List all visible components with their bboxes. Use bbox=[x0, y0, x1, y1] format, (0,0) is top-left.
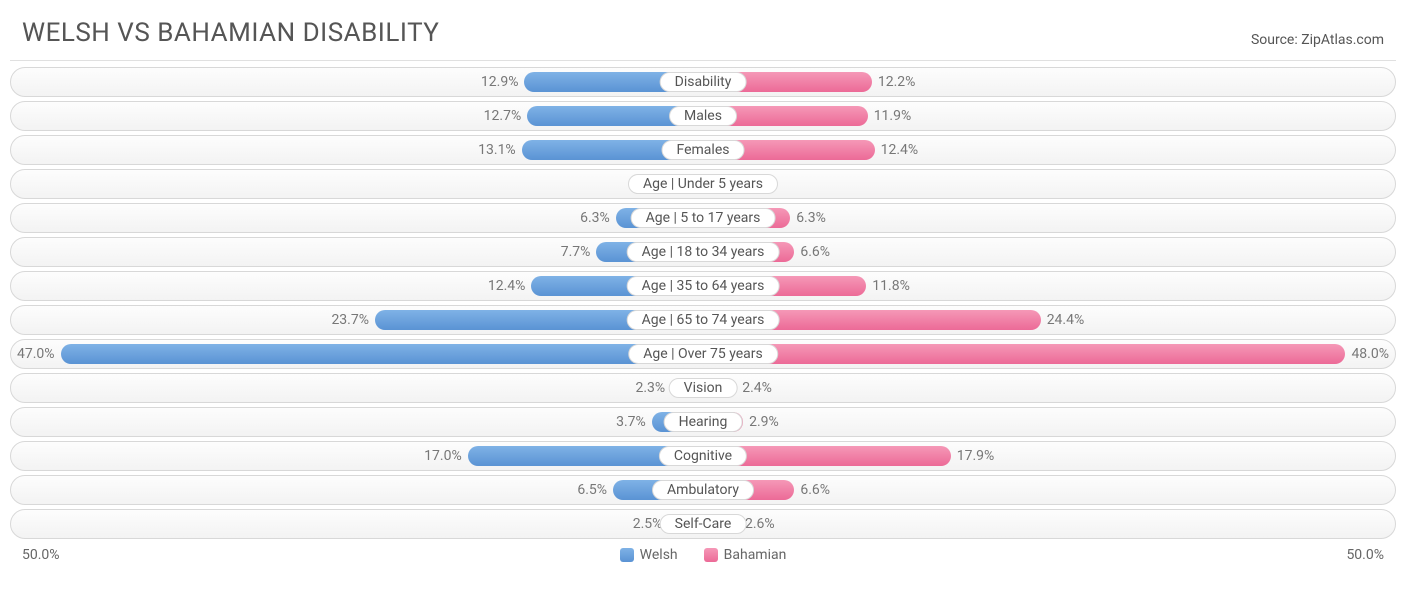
value-left: 12.7% bbox=[478, 108, 528, 124]
category-label: Age | 65 to 74 years bbox=[627, 310, 780, 330]
data-row: 13.1% 12.4% Females bbox=[10, 135, 1396, 165]
value-left: 7.7% bbox=[555, 244, 597, 260]
row-left: 12.9% bbox=[11, 68, 703, 96]
value-left: 6.5% bbox=[571, 482, 613, 498]
value-left: 6.3% bbox=[574, 210, 616, 226]
row-left: 23.7% bbox=[11, 306, 703, 334]
legend-label-right: Bahamian bbox=[724, 547, 787, 563]
chart-header: WELSH VS BAHAMIAN DISABILITY Source: Zip… bbox=[0, 0, 1406, 56]
value-left: 3.7% bbox=[610, 414, 652, 430]
legend: Welsh Bahamian bbox=[620, 547, 787, 563]
data-row: 2.3% 2.4%Vision bbox=[10, 373, 1396, 403]
value-right: 2.9% bbox=[743, 414, 785, 430]
row-right: 6.6% bbox=[703, 476, 1395, 504]
category-label: Age | Under 5 years bbox=[628, 174, 778, 194]
value-left: 13.1% bbox=[472, 142, 522, 158]
category-label: Age | 18 to 34 years bbox=[627, 242, 780, 262]
row-right: 2.9% bbox=[703, 408, 1395, 436]
row-right: 11.8% bbox=[703, 272, 1395, 300]
category-label: Age | 5 to 17 years bbox=[631, 208, 776, 228]
row-left: 6.5% bbox=[11, 476, 703, 504]
data-row: 2.5%2.6%Self-Care bbox=[10, 509, 1396, 539]
row-right: 48.0% bbox=[703, 340, 1395, 368]
legend-item-left: Welsh bbox=[620, 547, 678, 563]
value-right: 24.4% bbox=[1041, 312, 1091, 328]
bar-left bbox=[61, 344, 703, 364]
value-right: 6.3% bbox=[790, 210, 832, 226]
legend-swatch-right bbox=[704, 548, 718, 562]
row-right: 12.4% bbox=[703, 136, 1395, 164]
category-label: Vision bbox=[669, 378, 738, 398]
legend-item-right: Bahamian bbox=[704, 547, 787, 563]
data-row: 17.0% 17.9% Cognitive bbox=[10, 441, 1396, 471]
divider bbox=[10, 60, 1396, 61]
row-left: 1.6% bbox=[11, 170, 703, 198]
legend-label-left: Welsh bbox=[640, 547, 678, 563]
axis-right-max: 50.0% bbox=[1346, 547, 1384, 563]
value-right: 12.4% bbox=[875, 142, 925, 158]
legend-swatch-left bbox=[620, 548, 634, 562]
row-right: 6.3% bbox=[703, 204, 1395, 232]
row-left: 17.0% bbox=[11, 442, 703, 470]
chart-title: WELSH VS BAHAMIAN DISABILITY bbox=[22, 18, 439, 48]
value-right: 11.8% bbox=[866, 278, 916, 294]
row-right: 6.6% bbox=[703, 238, 1395, 266]
category-label: Females bbox=[662, 140, 745, 160]
row-left: 6.3% bbox=[11, 204, 703, 232]
category-label: Ambulatory bbox=[652, 480, 754, 500]
category-label: Self-Care bbox=[660, 514, 747, 534]
row-left: 7.7% bbox=[11, 238, 703, 266]
row-left: 12.4% bbox=[11, 272, 703, 300]
butterfly-chart: 12.9% 12.2% Disability 12.7% 11.9% Males 13.1%… bbox=[0, 67, 1406, 539]
chart-footer: 50.0% Welsh Bahamian 50.0% bbox=[0, 543, 1406, 573]
value-right: 6.6% bbox=[794, 244, 836, 260]
row-right: 12.2% bbox=[703, 68, 1395, 96]
value-right: 11.9% bbox=[868, 108, 918, 124]
data-row: 6.3% 6.3% Age | 5 to 17 years bbox=[10, 203, 1396, 233]
row-left: 2.5% bbox=[11, 510, 703, 538]
value-left: 12.4% bbox=[482, 278, 532, 294]
data-row: 1.6%1.3%Age | Under 5 years bbox=[10, 169, 1396, 199]
row-left: 12.7% bbox=[11, 102, 703, 130]
data-row: 7.7% 6.6% Age | 18 to 34 years bbox=[10, 237, 1396, 267]
bar-right bbox=[703, 344, 1345, 364]
axis-left-max: 50.0% bbox=[22, 547, 60, 563]
data-row: 12.4% 11.8% Age | 35 to 64 years bbox=[10, 271, 1396, 301]
category-label: Disability bbox=[660, 72, 747, 92]
category-label: Males bbox=[669, 106, 737, 126]
row-right: 17.9% bbox=[703, 442, 1395, 470]
data-row: 3.7% 2.9%Hearing bbox=[10, 407, 1396, 437]
row-left: 3.7% bbox=[11, 408, 703, 436]
category-label: Age | 35 to 64 years bbox=[627, 276, 780, 296]
row-right: 24.4% bbox=[703, 306, 1395, 334]
value-left: 2.3% bbox=[629, 380, 671, 396]
category-label: Age | Over 75 years bbox=[628, 344, 778, 364]
row-left: 13.1% bbox=[11, 136, 703, 164]
category-label: Hearing bbox=[664, 412, 743, 432]
category-label: Cognitive bbox=[659, 446, 747, 466]
value-right: 6.6% bbox=[794, 482, 836, 498]
value-right: 17.9% bbox=[951, 448, 1001, 464]
value-right: 48.0% bbox=[1345, 346, 1395, 362]
value-right: 12.2% bbox=[872, 74, 922, 90]
data-row: 6.5% 6.6% Ambulatory bbox=[10, 475, 1396, 505]
source-attribution: Source: ZipAtlas.com bbox=[1251, 32, 1384, 48]
value-left: 23.7% bbox=[325, 312, 375, 328]
data-row: 23.7% 24.4% Age | 65 to 74 years bbox=[10, 305, 1396, 335]
value-left: 12.9% bbox=[475, 74, 525, 90]
value-left: 17.0% bbox=[418, 448, 468, 464]
row-right: 2.6% bbox=[703, 510, 1395, 538]
row-right: 11.9% bbox=[703, 102, 1395, 130]
row-right: 2.4% bbox=[703, 374, 1395, 402]
data-row: 12.7% 11.9% Males bbox=[10, 101, 1396, 131]
row-left: 47.0% bbox=[11, 340, 703, 368]
value-left: 47.0% bbox=[11, 346, 61, 362]
data-row: 12.9% 12.2% Disability bbox=[10, 67, 1396, 97]
value-right: 2.4% bbox=[736, 380, 778, 396]
row-left: 2.3% bbox=[11, 374, 703, 402]
data-row: 47.0% 48.0% Age | Over 75 years bbox=[10, 339, 1396, 369]
row-right: 1.3% bbox=[703, 170, 1395, 198]
